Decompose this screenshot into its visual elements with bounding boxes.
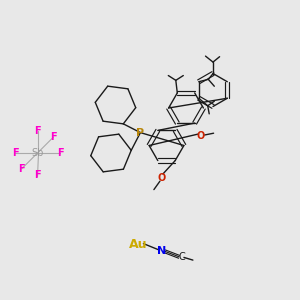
Text: Au: Au bbox=[129, 238, 147, 251]
Text: F: F bbox=[34, 125, 41, 136]
Text: N: N bbox=[158, 246, 166, 256]
Text: F: F bbox=[57, 148, 63, 158]
Text: F: F bbox=[50, 132, 57, 142]
Text: O: O bbox=[197, 130, 205, 141]
Text: P: P bbox=[136, 128, 145, 138]
Text: C: C bbox=[178, 252, 185, 262]
Text: F: F bbox=[12, 148, 18, 158]
Text: F: F bbox=[18, 164, 25, 174]
Text: F: F bbox=[34, 170, 41, 181]
Text: Sb: Sb bbox=[31, 148, 44, 158]
Text: O: O bbox=[157, 172, 166, 183]
